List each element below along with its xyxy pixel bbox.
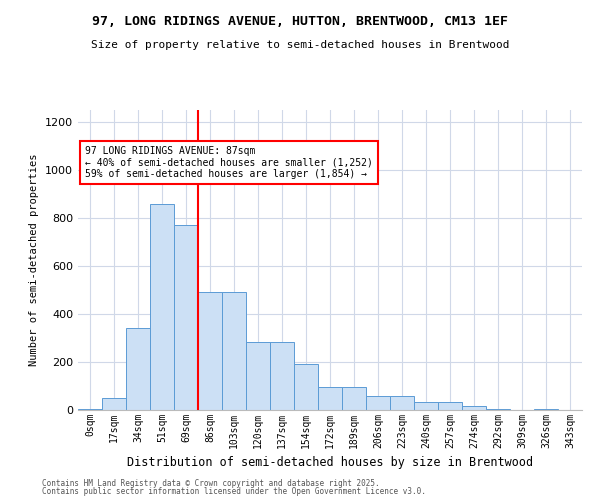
Bar xyxy=(174,225,198,410)
Bar xyxy=(438,402,462,410)
Bar xyxy=(390,396,414,410)
Text: Contains HM Land Registry data © Crown copyright and database right 2025.: Contains HM Land Registry data © Crown c… xyxy=(42,478,380,488)
Text: Contains public sector information licensed under the Open Government Licence v3: Contains public sector information licen… xyxy=(42,487,426,496)
Bar xyxy=(198,292,222,410)
Bar xyxy=(150,204,174,410)
Bar xyxy=(102,398,126,410)
Bar xyxy=(318,387,342,410)
Text: 97 LONG RIDINGS AVENUE: 87sqm
← 40% of semi-detached houses are smaller (1,252)
: 97 LONG RIDINGS AVENUE: 87sqm ← 40% of s… xyxy=(85,146,373,179)
Y-axis label: Number of semi-detached properties: Number of semi-detached properties xyxy=(29,154,40,366)
Bar xyxy=(270,342,294,410)
Bar xyxy=(222,292,246,410)
Bar xyxy=(126,328,150,410)
Text: Size of property relative to semi-detached houses in Brentwood: Size of property relative to semi-detach… xyxy=(91,40,509,50)
Bar xyxy=(78,409,102,410)
Bar xyxy=(534,409,558,410)
Bar xyxy=(462,406,486,410)
Bar xyxy=(414,402,438,410)
Bar xyxy=(486,409,510,410)
Bar xyxy=(294,364,318,410)
Bar xyxy=(342,387,366,410)
Text: 97, LONG RIDINGS AVENUE, HUTTON, BRENTWOOD, CM13 1EF: 97, LONG RIDINGS AVENUE, HUTTON, BRENTWO… xyxy=(92,15,508,28)
Bar xyxy=(246,342,270,410)
X-axis label: Distribution of semi-detached houses by size in Brentwood: Distribution of semi-detached houses by … xyxy=(127,456,533,469)
Bar xyxy=(366,396,390,410)
